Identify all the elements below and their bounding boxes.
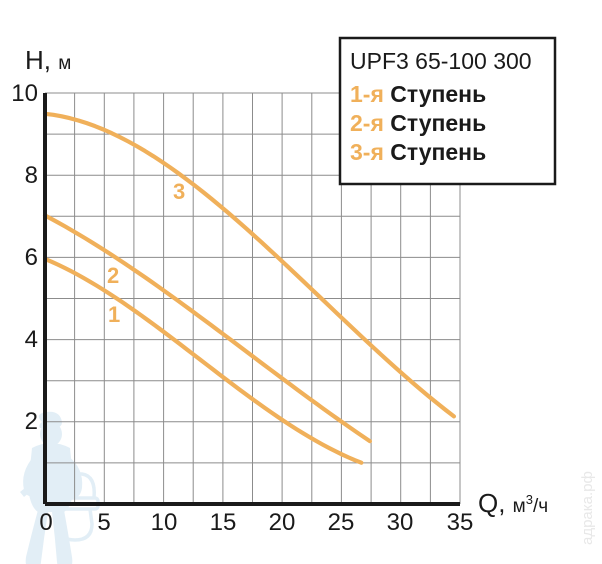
svg-text:Q, м3/ч: Q, м3/ч — [478, 488, 548, 518]
svg-text:H, м: H, м — [25, 45, 71, 75]
svg-text:6: 6 — [25, 244, 38, 271]
svg-text:35: 35 — [447, 509, 474, 536]
svg-text:UPF3 65-100 300: UPF3 65-100 300 — [350, 48, 532, 74]
svg-text:20: 20 — [269, 509, 296, 536]
svg-text:0: 0 — [39, 509, 52, 536]
svg-text:3: 3 — [173, 179, 185, 204]
svg-text:10: 10 — [151, 509, 178, 536]
svg-text:25: 25 — [328, 509, 355, 536]
svg-text:4: 4 — [25, 326, 38, 353]
svg-text:15: 15 — [210, 509, 237, 536]
svg-text:3-я Ступень: 3-я Ступень — [350, 139, 486, 165]
svg-text:2: 2 — [25, 408, 38, 435]
svg-text:10: 10 — [11, 80, 38, 107]
svg-text:30: 30 — [387, 509, 414, 536]
svg-text:5: 5 — [97, 509, 110, 536]
svg-text:2: 2 — [107, 263, 119, 288]
svg-text:1-я Ступень: 1-я Ступень — [350, 81, 486, 107]
svg-text:2-я Ступень: 2-я Ступень — [350, 110, 486, 136]
svg-text:1: 1 — [108, 302, 120, 327]
svg-text:8: 8 — [25, 162, 38, 189]
svg-text:адрака.рф: адрака.рф — [579, 471, 596, 545]
